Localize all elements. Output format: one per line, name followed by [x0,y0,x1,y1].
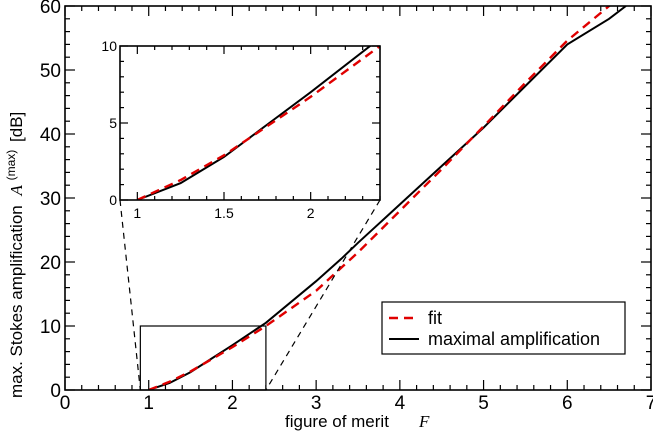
y-tick-label: 50 [40,61,61,82]
inset-x-tick-label: 1 [133,205,141,221]
zoom-connector-right [265,199,381,391]
zoom-region-box [139,325,267,391]
inset-series-group [136,46,380,200]
x-axis-title: figure of merit F [285,412,430,431]
y-tick-label: 20 [40,253,61,274]
x-tick-label: 3 [311,393,322,414]
y-tick-label: 40 [40,125,61,146]
svg-text:max. Stokes amplification: max. Stokes amplification A (max) [dB] [0,112,26,398]
inset-plot: 1 1.5 2 0 5 10 [101,38,381,221]
legend: fit maximal amplification [381,301,626,355]
inset-y-tick-label: 10 [101,38,117,54]
inset-x-tick-label: 2 [307,205,315,221]
legend-label-fit: fit [428,308,442,328]
series-line-fit [148,6,612,390]
y-tick-label: 60 [40,0,61,18]
inset-x-tick-label: 1.5 [214,205,234,221]
y-axis-title-symbol: A [7,185,26,197]
x-tick-label: 4 [395,393,406,414]
y-axis-title: max. Stokes amplification A (max) [dB] [0,112,26,398]
x-tick-label: 1 [143,393,154,414]
x-tick-label: 0 [60,393,71,414]
inset-ticks-group [120,45,381,201]
inset-y-tick-label: 0 [109,192,117,208]
y-axis-title-text: max. Stokes amplification [7,205,26,398]
y-tick-label: 0 [50,381,61,402]
x-tick-label: 2 [227,393,238,414]
x-tick-label: 7 [646,393,653,414]
y-axis-title-superscript: (max) [4,150,18,181]
x-tick-label: 6 [562,393,573,414]
y-tick-label: 30 [40,189,61,210]
inset-tick-labels-group: 1 1.5 2 0 5 10 [101,38,314,221]
y-tick-label: 10 [40,317,61,338]
x-axis-title-text: figure of merit [285,412,389,431]
inset-y-tick-label: 5 [109,115,117,131]
legend-box [381,301,626,355]
zoom-indicator [119,199,381,391]
legend-label-maximal-amplification: maximal amplification [428,329,600,349]
y-axis-title-unit: [dB] [7,112,26,142]
x-tick-label: 5 [478,393,489,414]
main-ticks-group [64,5,652,391]
x-axis-title-symbol: F [418,412,430,431]
zoom-connector-left [119,199,141,391]
